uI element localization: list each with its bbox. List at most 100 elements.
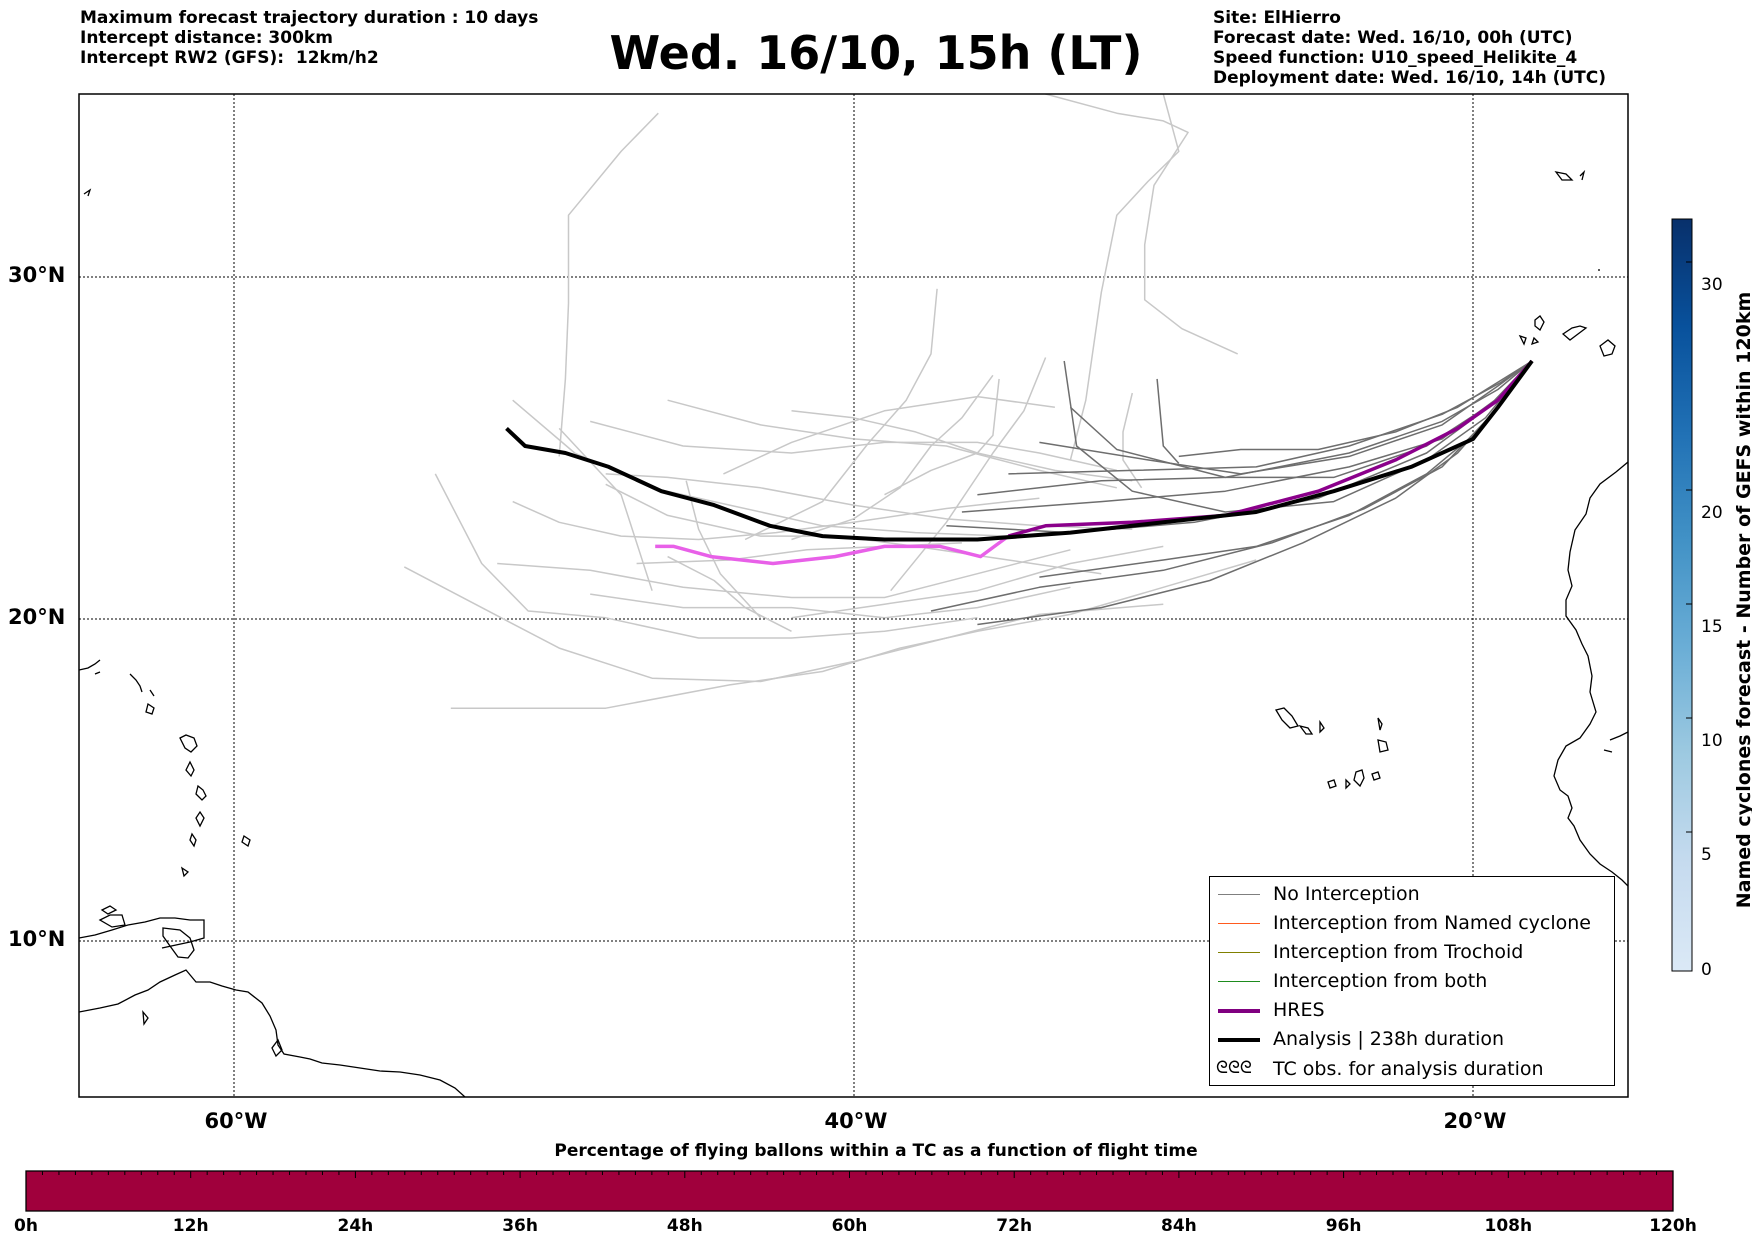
lesser-antilles-2 bbox=[129, 673, 155, 715]
lat-label-20n: 20°N bbox=[8, 605, 66, 629]
legend-swatch bbox=[1218, 952, 1260, 953]
legend-swatch bbox=[1218, 923, 1260, 924]
colorbar-tick: 0 bbox=[1701, 960, 1712, 980]
speed-function: Speed function: U10_speed_Helikite_4 bbox=[1213, 48, 1578, 68]
no-interception-trajectory bbox=[1069, 360, 1533, 479]
no-interception-trajectory bbox=[1156, 378, 1180, 464]
deployment-date: Deployment date: Wed. 16/10, 14h (UTC) bbox=[1213, 68, 1607, 88]
lesser-antilles-6 bbox=[195, 810, 205, 828]
other-trajectory bbox=[605, 473, 1133, 530]
legend-swatch bbox=[1218, 1038, 1260, 1042]
cape-verde-1 bbox=[1274, 707, 1300, 729]
legend-label: Interception from Trochoid bbox=[1273, 941, 1524, 963]
header-right-info: Site: ElHierro Forecast date: Wed. 16/10,… bbox=[1213, 8, 1606, 88]
no-interception-trajectory bbox=[1008, 360, 1533, 475]
other-trajectory bbox=[791, 374, 994, 541]
legend-swatch bbox=[1218, 981, 1260, 982]
colorbar-tick: 20 bbox=[1701, 503, 1723, 523]
cape-verde-3 bbox=[1319, 719, 1325, 734]
legend-swatch bbox=[1218, 1009, 1260, 1013]
ballon-bar-tick-label: 24h bbox=[337, 1216, 374, 1236]
ballon-bar bbox=[25, 1170, 1674, 1212]
grid bbox=[79, 94, 1628, 1097]
venezuela-coast bbox=[79, 917, 205, 949]
ballon-bar-tick-label: 36h bbox=[502, 1216, 538, 1236]
other-trajectory bbox=[497, 549, 1071, 599]
other-trajectory bbox=[1069, 94, 1180, 461]
ballon-bar-tick-label: 72h bbox=[996, 1216, 1033, 1236]
ballon-bar-tick-label: 60h bbox=[831, 1216, 868, 1236]
coastlines bbox=[79, 169, 1628, 1097]
other-trajectory bbox=[723, 395, 1056, 475]
cape-verde-5 bbox=[1377, 739, 1389, 753]
legend-label: HRES bbox=[1273, 999, 1325, 1021]
intercept-distance: Intercept distance: 300km bbox=[80, 28, 333, 48]
legend-label: Interception from Named cyclone bbox=[1273, 912, 1591, 934]
lesser-antilles-9 bbox=[100, 905, 118, 915]
other-trajectory bbox=[590, 420, 1117, 472]
cape-verde-2 bbox=[1298, 724, 1314, 735]
colorbar bbox=[1671, 218, 1693, 972]
other-trajectory bbox=[1045, 94, 1239, 355]
no-interception-trajectory bbox=[1178, 360, 1533, 458]
lon-label-40w: 40°W bbox=[824, 1109, 888, 1133]
trajectories bbox=[403, 94, 1534, 709]
legend-label: No Interception bbox=[1273, 883, 1420, 905]
hres-trajectory bbox=[1007, 359, 1534, 538]
legend-label: Analysis | 238h duration bbox=[1273, 1028, 1505, 1050]
forecast-date: Forecast date: Wed. 16/10, 00h (UTC) bbox=[1213, 28, 1573, 48]
colorbar-tick: 15 bbox=[1701, 617, 1723, 637]
legend-swatch bbox=[1218, 894, 1260, 895]
africa-coast-tip bbox=[1603, 731, 1628, 753]
island-small-a bbox=[142, 1010, 149, 1026]
hres-trajectory-start bbox=[655, 534, 1010, 566]
other-trajectory bbox=[434, 473, 978, 639]
legend-label: Interception from both bbox=[1273, 970, 1488, 992]
lon-label-20w: 20°W bbox=[1443, 1109, 1507, 1133]
cape-verde-7 bbox=[1371, 771, 1381, 781]
max-trajectory-duration: Maximum forecast trajectory duration : 1… bbox=[80, 8, 539, 28]
africa-coast bbox=[1553, 461, 1628, 887]
other-trajectory bbox=[590, 586, 1071, 619]
legend-item-both: Interception from both bbox=[1210, 967, 1614, 996]
cape-verde-4 bbox=[1377, 717, 1383, 731]
lesser-antilles-4 bbox=[185, 760, 195, 778]
legend-label: TC obs. for analysis duration bbox=[1273, 1058, 1544, 1080]
other-trajectory bbox=[450, 559, 1257, 709]
barbados bbox=[241, 834, 251, 848]
legend-item-tc-obs: ᘓᘓᘓ TC obs. for analysis duration bbox=[1210, 1055, 1614, 1084]
cape-verde-6 bbox=[1353, 769, 1365, 788]
legend-item-analysis: Analysis | 238h duration bbox=[1210, 1025, 1614, 1054]
other-trajectory bbox=[512, 497, 1040, 541]
map-frame bbox=[78, 93, 1629, 1098]
paria-peninsula bbox=[98, 914, 126, 928]
guyana-river bbox=[271, 1038, 283, 1058]
canaries-2 bbox=[1561, 325, 1588, 341]
trinidad bbox=[162, 927, 195, 959]
other-trajectory bbox=[1122, 392, 1143, 489]
madeira bbox=[1554, 169, 1586, 181]
no-interception-trajectory bbox=[961, 360, 1533, 513]
analysis-trajectory bbox=[505, 359, 1534, 542]
no-interception-trajectory bbox=[977, 360, 1533, 496]
cape-verde-8 bbox=[1327, 779, 1337, 789]
other-trajectory bbox=[558, 427, 653, 591]
cape-verde-9 bbox=[1345, 778, 1351, 790]
ballon-bar-fill bbox=[25, 1170, 1674, 1212]
other-trajectory bbox=[884, 378, 1000, 496]
ballon-bar-tick-label: 96h bbox=[1325, 1216, 1362, 1236]
lesser-antilles-1 bbox=[79, 659, 101, 675]
other-trajectory bbox=[403, 566, 1164, 683]
legend-item-hres: HRES bbox=[1210, 996, 1614, 1025]
legend-item-trochoid: Interception from Trochoid bbox=[1210, 938, 1614, 967]
ballon-bar-tick-label: 0h bbox=[14, 1216, 38, 1236]
lon-label-60w: 60°W bbox=[204, 1109, 268, 1133]
lat-label-30n: 30°N bbox=[8, 263, 66, 287]
other-trajectory bbox=[667, 555, 792, 632]
bermuda bbox=[83, 188, 92, 197]
legend: No Interception Interception from Named … bbox=[1209, 876, 1615, 1086]
legend-item-no-interception: No Interception bbox=[1210, 880, 1614, 909]
ballon-bar-tick-label: 108h bbox=[1484, 1216, 1533, 1236]
colorbar-tick: 5 bbox=[1701, 845, 1712, 865]
lesser-antilles-3 bbox=[179, 734, 198, 753]
